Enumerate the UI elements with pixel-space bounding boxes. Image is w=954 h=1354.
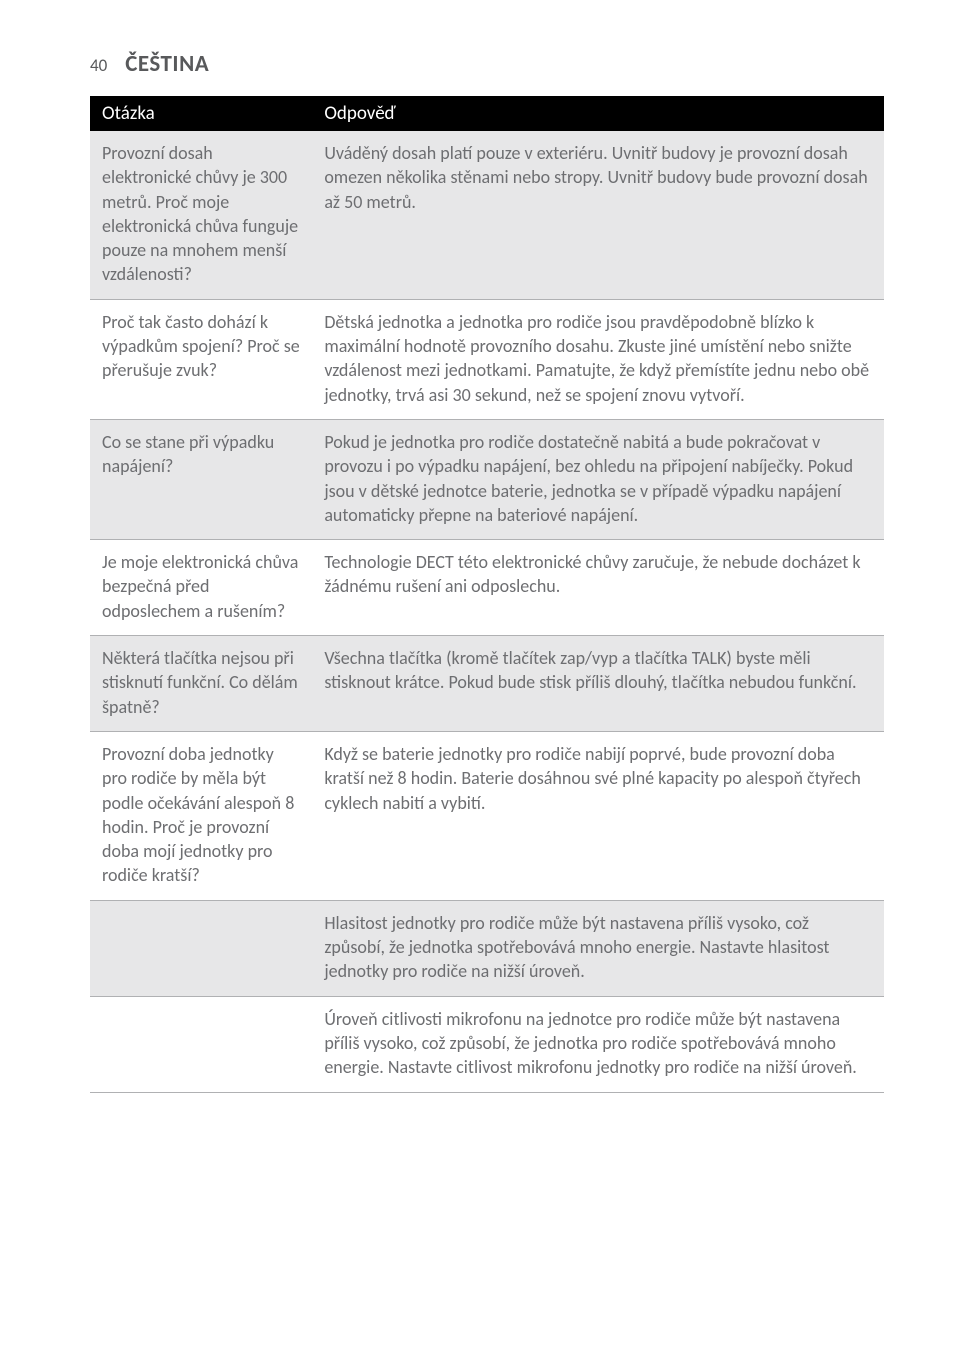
answer-cell: Pokud je jednotka pro rodiče dostatečně … [312, 419, 884, 539]
question-cell [90, 996, 312, 1092]
table-header-row: Otázka Odpověď [90, 96, 884, 131]
table-row: Proč tak často dohází k výpadkům spojení… [90, 299, 884, 419]
answer-cell: Dětská jednotka a jednotka pro rodiče js… [312, 299, 884, 419]
question-cell: Některá tlačítka nejsou při stisknutí fu… [90, 636, 312, 732]
col-answer: Odpověď [312, 96, 884, 131]
question-cell: Provozní dosah elektronické chůvy je 300… [90, 131, 312, 299]
answer-cell: Uváděný dosah platí pouze v exteriéru. U… [312, 131, 884, 299]
page-number: 40 [90, 55, 107, 76]
question-cell: Je moje elektronická chůva bezpečná před… [90, 540, 312, 636]
answer-cell: Když se baterie jednotky pro rodiče nabi… [312, 731, 884, 900]
answer-cell: Hlasitost jednotky pro rodiče může být n… [312, 900, 884, 996]
table-row: Provozní doba jednotky pro rodiče by měl… [90, 731, 884, 900]
answer-cell: Všechna tlačítka (kromě tlačítek zap/vyp… [312, 636, 884, 732]
table-row: Úroveň citlivosti mikrofonu na jednotce … [90, 996, 884, 1092]
col-question: Otázka [90, 96, 312, 131]
document-page: 40 ČEŠTINA Otázka Odpověď Provozní dosah… [0, 0, 954, 1093]
answer-cell: Technologie DECT této elektronické chůvy… [312, 540, 884, 636]
question-cell: Provozní doba jednotky pro rodiče by měl… [90, 731, 312, 900]
table-row: Provozní dosah elektronické chůvy je 300… [90, 131, 884, 299]
table-row: Hlasitost jednotky pro rodiče může být n… [90, 900, 884, 996]
answer-cell: Úroveň citlivosti mikrofonu na jednotce … [312, 996, 884, 1092]
table-row: Je moje elektronická chůva bezpečná před… [90, 540, 884, 636]
faq-table: Otázka Odpověď Provozní dosah elektronic… [90, 96, 884, 1093]
question-cell [90, 900, 312, 996]
page-header: 40 ČEŠTINA [90, 50, 884, 78]
question-cell: Co se stane při výpadku napájení? [90, 419, 312, 539]
table-row: Co se stane při výpadku napájení?Pokud j… [90, 419, 884, 539]
language-title: ČEŠTINA [125, 50, 209, 78]
table-row: Některá tlačítka nejsou při stisknutí fu… [90, 636, 884, 732]
question-cell: Proč tak často dohází k výpadkům spojení… [90, 299, 312, 419]
